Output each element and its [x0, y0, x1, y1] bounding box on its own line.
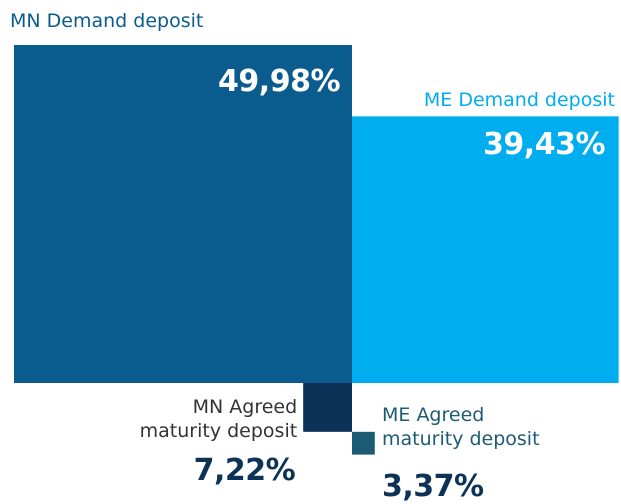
square — [352, 431, 375, 455]
category-label: MN Demand deposit — [10, 10, 204, 32]
category-label: ME Agreed maturity deposit — [382, 404, 540, 450]
value-label: 3,37% — [382, 469, 484, 504]
category-label: ME Demand deposit — [423, 89, 615, 112]
square — [303, 383, 352, 432]
square — [14, 45, 352, 383]
value-label: 49,98% — [218, 64, 340, 99]
value-label: 39,43% — [483, 127, 605, 163]
value-label: 7,22% — [193, 453, 296, 488]
category-label: MN Agreed maturity deposit — [139, 396, 298, 442]
square — [352, 116, 619, 383]
